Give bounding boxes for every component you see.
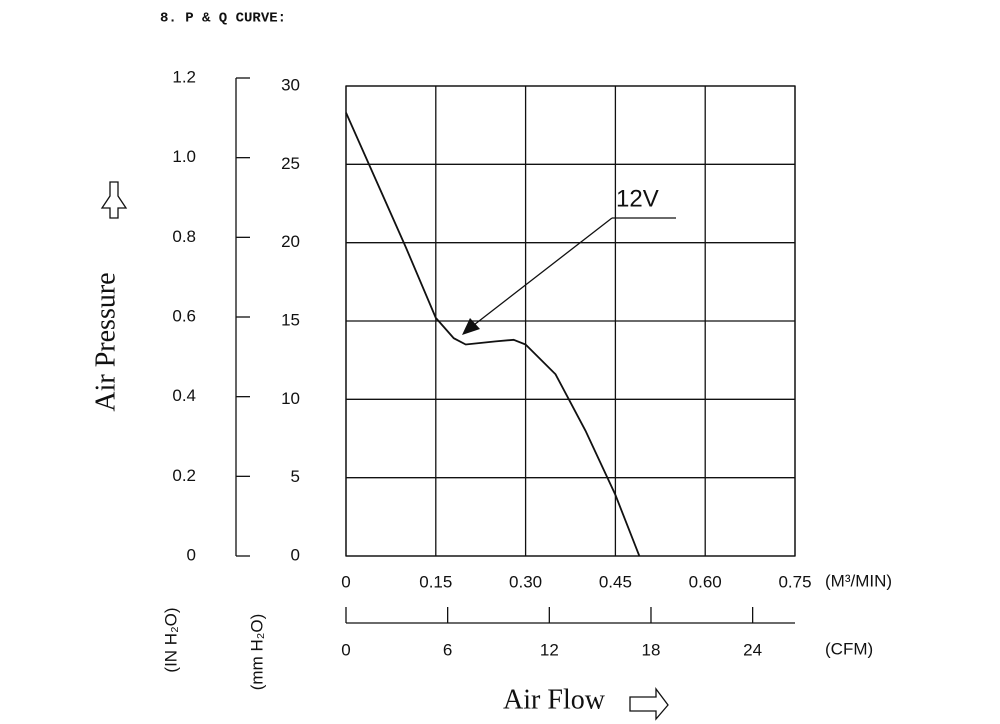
chart-title: 8. P & Q CURVE: (160, 11, 286, 27)
y2-tick-label: 0.6 (172, 306, 196, 325)
y-tick-label: 10 (281, 389, 300, 408)
x2-unit: (CFM) (825, 639, 873, 658)
y-tick-label: 30 (281, 75, 300, 94)
x-tick-label: 0.75 (778, 572, 811, 591)
arrow-head (462, 318, 480, 335)
y-axis-title: Air Pressure (90, 272, 121, 411)
curve-label: 12V (616, 185, 659, 212)
leader-line (469, 217, 613, 329)
y2-tick-label: 0.2 (172, 466, 196, 485)
right-arrow-icon (629, 687, 669, 721)
y-tick-label: 20 (281, 232, 300, 251)
x-tick-label: 0 (341, 572, 350, 591)
x2-tick-label: 6 (443, 640, 452, 659)
y2-tick-label: 0 (187, 545, 196, 564)
x-tick-label: 0.60 (689, 572, 722, 591)
x-axis-title: Air Flow (503, 684, 606, 715)
y-unit: (mm H₂O) (247, 614, 266, 690)
y-tick-label: 15 (281, 310, 300, 329)
x2-tick-label: 0 (341, 640, 350, 659)
x2-tick-label: 24 (743, 640, 762, 659)
x2-tick-label: 18 (642, 640, 661, 659)
y2-unit: (IN H₂O) (161, 607, 180, 672)
x-unit: (M³/MIN) (825, 571, 892, 590)
y2-tick-label: 0.8 (172, 227, 196, 246)
curve (345, 112, 641, 557)
y2-tick-label: 1.2 (172, 67, 196, 86)
up-arrow-icon (100, 181, 128, 219)
y-tick-label: 25 (281, 154, 300, 173)
x-tick-label: 0.30 (509, 572, 542, 591)
x-tick-label: 0.45 (599, 572, 632, 591)
y2-tick-label: 0.4 (172, 386, 196, 405)
x-tick-label: 0.15 (419, 572, 452, 591)
x2-tick-label: 12 (540, 640, 559, 659)
y2-tick-label: 1.0 (172, 147, 196, 166)
y-tick-label: 5 (291, 467, 300, 486)
y-tick-label: 0 (291, 545, 300, 564)
